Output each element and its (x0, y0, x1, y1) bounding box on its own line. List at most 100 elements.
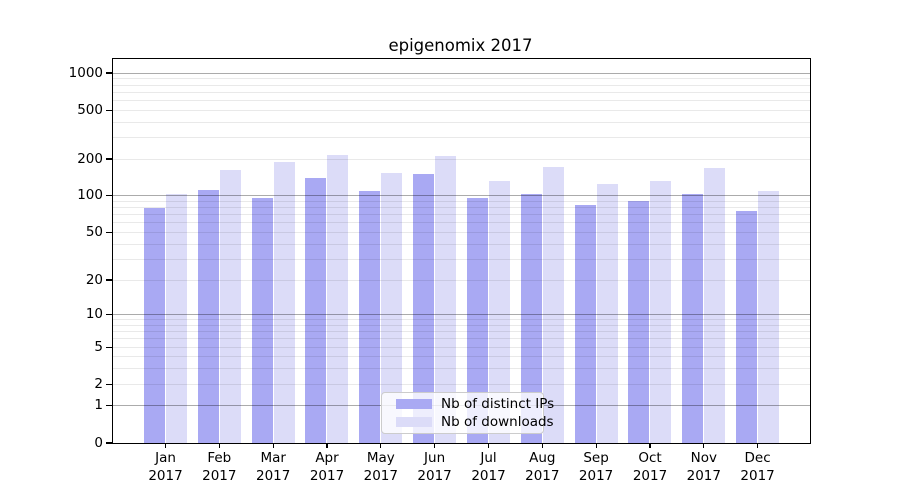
x-tick-label-year: 2017 (256, 467, 291, 484)
x-tick-mar (272, 443, 274, 448)
legend-label-downloads: Nb of downloads (441, 414, 554, 431)
x-tick-label-year: 2017 (471, 467, 506, 484)
x-tick-label-apr: Apr 2017 (297, 450, 357, 485)
x-tick-label-jul: Jul 2017 (459, 450, 519, 485)
x-tick-label-jan: Jan 2017 (136, 450, 196, 485)
legend: Nb of distinct IPs Nb of downloads (381, 392, 554, 434)
bar-mar-distinct-ips (251, 198, 273, 443)
x-tick-dec (757, 443, 759, 448)
gridline-5 (113, 346, 810, 348)
x-tick-label-jun: Jun 2017 (405, 450, 465, 485)
x-tick-jun (434, 443, 436, 448)
x-tick-label-year: 2017 (632, 467, 668, 484)
gridline-40 (113, 243, 810, 245)
legend-item-distinct-ips: Nb of distinct IPs (396, 395, 554, 413)
x-tick-label-month: May (366, 450, 395, 466)
bar-nov-downloads (704, 168, 726, 443)
bar-oct-distinct-ips (628, 201, 650, 443)
y-tick-20 (106, 279, 113, 281)
x-tick-oct (649, 443, 651, 448)
gridline-7 (113, 331, 810, 333)
y-tick-2 (106, 383, 113, 385)
bar-feb-distinct-ips (197, 190, 219, 443)
y-tick-label-50: 50 (85, 224, 103, 240)
bar-may-distinct-ips (359, 191, 381, 443)
y-tick-label-1: 1 (94, 397, 103, 414)
x-tick-may (380, 443, 382, 448)
x-tick-label-month: Dec (744, 450, 771, 466)
x-tick-label-month: Nov (690, 450, 717, 466)
x-tick-label-dec: Dec 2017 (728, 450, 788, 485)
x-tick-aug (541, 443, 543, 448)
x-tick-jan (164, 443, 167, 448)
bar-sep-distinct-ips (574, 204, 596, 443)
bar-dec-downloads (758, 191, 780, 443)
bar-apr-downloads (327, 155, 349, 443)
gridline-10 (113, 314, 810, 316)
x-tick-label-year: 2017 (309, 467, 345, 484)
y-tick-label-100: 100 (77, 187, 103, 204)
bar-jan-downloads (166, 194, 187, 443)
x-tick-label-sep: Sep 2017 (566, 450, 626, 485)
x-tick-feb (218, 443, 220, 448)
x-tick-label-nov: Nov 2017 (674, 450, 734, 485)
gridline-800 (113, 84, 810, 86)
x-tick-label-feb: Feb 2017 (189, 450, 249, 485)
gridline-3 (113, 368, 810, 370)
gridline-600 (113, 99, 810, 101)
x-tick-apr (326, 443, 328, 448)
x-tick-label-year: 2017 (525, 467, 560, 484)
gridline-20 (113, 279, 810, 281)
y-tick-label-2: 2 (94, 375, 103, 392)
gridline-300 (113, 136, 810, 138)
x-tick-label-year: 2017 (363, 467, 398, 484)
y-tick-100 (106, 195, 113, 197)
gridline-2 (113, 383, 810, 385)
gridline-4 (113, 356, 810, 358)
y-tick-label-10: 10 (85, 306, 103, 323)
bars-layer (113, 59, 810, 443)
gridline-900 (113, 78, 810, 80)
x-tick-label-month: Jul (480, 450, 497, 466)
x-tick-label-year: 2017 (578, 467, 614, 484)
y-tick-1 (106, 405, 113, 407)
x-tick-label-year: 2017 (417, 467, 452, 484)
bar-sep-downloads (596, 184, 618, 443)
y-tick-label-200: 200 (77, 150, 103, 167)
y-tick-label-1000: 1000 (68, 64, 103, 81)
gridline-400 (113, 121, 810, 123)
x-tick-label-month: Jun (424, 450, 446, 466)
gridline-80 (113, 207, 810, 209)
x-tick-label-month: Jan (155, 450, 176, 466)
x-tick-label-month: Mar (260, 450, 286, 466)
legend-swatch-distinct-ips-icon (396, 398, 432, 409)
x-tick-label-month: Feb (207, 450, 232, 466)
bar-dec-distinct-ips (736, 211, 758, 443)
x-tick-label-month: Oct (638, 450, 662, 466)
x-tick-sep (595, 443, 597, 448)
gridline-50 (113, 232, 810, 233)
y-tick-label-0: 0 (94, 434, 103, 451)
gridline-200 (113, 158, 810, 160)
gridline-60 (113, 222, 810, 224)
x-tick-label-year: 2017 (202, 467, 237, 484)
legend-label-distinct-ips: Nb of distinct IPs (441, 395, 555, 412)
y-tick-500 (106, 109, 113, 111)
y-tick-5 (106, 346, 113, 348)
bar-mar-downloads (273, 162, 295, 443)
gridline-500 (113, 109, 810, 111)
bar-feb-downloads (219, 169, 241, 443)
gridline-700 (113, 91, 810, 93)
bar-apr-distinct-ips (305, 178, 327, 443)
y-tick-label-5: 5 (94, 338, 103, 355)
y-tick-1000 (106, 72, 113, 74)
gridline-6 (113, 338, 810, 340)
x-tick-label-year: 2017 (740, 467, 775, 484)
plot-area (112, 58, 811, 444)
legend-item-downloads: Nb of downloads (396, 414, 554, 432)
y-tick-label-20: 20 (85, 271, 103, 288)
bar-nov-distinct-ips (682, 193, 704, 443)
gridline-9 (113, 319, 810, 321)
x-tick-label-year: 2017 (686, 467, 721, 484)
